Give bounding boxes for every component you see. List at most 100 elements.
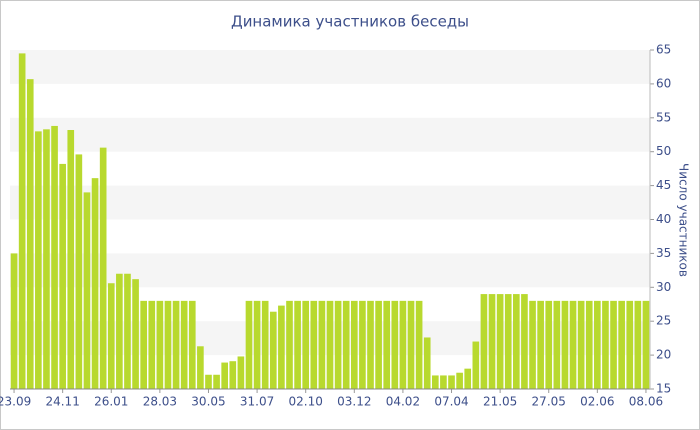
bar (561, 300, 569, 389)
bar (504, 294, 512, 389)
bar (577, 300, 585, 389)
bar (569, 300, 577, 389)
bar (602, 300, 609, 389)
bar (472, 341, 480, 389)
y-tick-label: 60 (656, 76, 671, 90)
grid-band (10, 50, 650, 84)
bar (448, 375, 455, 389)
bar (585, 300, 593, 389)
bar (318, 300, 326, 389)
x-tick-label: 02.06 (580, 395, 614, 409)
bar (245, 300, 253, 389)
y-tick-label: 45 (656, 178, 671, 192)
bar (391, 300, 399, 389)
bar (91, 178, 99, 389)
bar (326, 300, 334, 389)
x-tick-label: 07.04 (434, 395, 468, 409)
bar (375, 300, 382, 389)
bar (148, 300, 156, 389)
bar (431, 375, 439, 389)
bar (156, 300, 164, 389)
y-tick-label: 50 (656, 144, 671, 158)
bar (456, 372, 463, 389)
bar (172, 300, 180, 389)
bar (423, 337, 431, 389)
x-tick-label: 27.05 (532, 395, 566, 409)
x-tick-label: 23.09 (0, 395, 31, 409)
bar (480, 294, 488, 389)
bar (140, 300, 147, 389)
bar (407, 300, 415, 389)
bar (180, 300, 188, 389)
x-tick-label: 28.03 (143, 395, 177, 409)
bar (553, 300, 561, 389)
y-tick-label: 15 (656, 382, 671, 396)
bar (221, 362, 229, 389)
bar (529, 300, 536, 389)
bar (261, 300, 269, 389)
y-tick-label: 55 (656, 110, 671, 124)
bar (229, 361, 237, 389)
bar (83, 192, 91, 389)
bar (18, 53, 26, 389)
bar (237, 356, 245, 389)
bar (294, 300, 301, 389)
x-tick-label: 26.01 (94, 395, 128, 409)
bar (26, 79, 34, 390)
bar (10, 253, 18, 389)
bar (205, 374, 212, 389)
bar (626, 300, 634, 389)
bar (278, 305, 285, 389)
bar (513, 294, 520, 389)
bar (350, 300, 358, 389)
bar (496, 294, 504, 389)
bar (51, 125, 58, 389)
bar (310, 300, 318, 389)
bar (610, 300, 617, 389)
bar (35, 131, 42, 390)
bar (399, 300, 407, 389)
bar (302, 300, 310, 389)
bar (197, 346, 204, 389)
bar (415, 300, 423, 389)
bar (537, 300, 544, 389)
bar (383, 300, 391, 389)
bar (359, 300, 366, 389)
bar (116, 273, 123, 389)
x-tick-label: 31.07 (240, 395, 274, 409)
bar (75, 154, 83, 389)
bar (521, 294, 528, 389)
y-axis-title: Число участников (677, 163, 691, 277)
x-tick-label: 08.06 (629, 395, 663, 409)
bar (342, 300, 350, 389)
bar (286, 300, 293, 389)
y-tick-label: 30 (656, 280, 671, 294)
bar (367, 300, 374, 389)
bar (59, 163, 66, 389)
y-tick-label: 40 (656, 212, 671, 226)
bar (43, 129, 50, 390)
chart-title: Динамика участников беседы (231, 13, 469, 31)
bar (164, 300, 172, 389)
bar (642, 300, 650, 389)
bar (269, 311, 277, 389)
bar (440, 375, 447, 389)
bar (188, 300, 196, 389)
x-tick-label: 24.11 (45, 395, 79, 409)
bar (634, 300, 642, 389)
grid-band (10, 117, 650, 152)
bar (334, 300, 342, 389)
bar (124, 273, 131, 389)
bar (99, 147, 107, 389)
bar (253, 300, 261, 389)
bar (594, 300, 601, 389)
y-tick-label: 65 (656, 43, 671, 57)
y-tick-label: 35 (656, 246, 671, 260)
bar (618, 300, 625, 389)
grid-band (10, 185, 650, 220)
x-tick-label: 02.10 (289, 395, 323, 409)
x-tick-label: 03.12 (337, 395, 371, 409)
bar (488, 294, 496, 389)
